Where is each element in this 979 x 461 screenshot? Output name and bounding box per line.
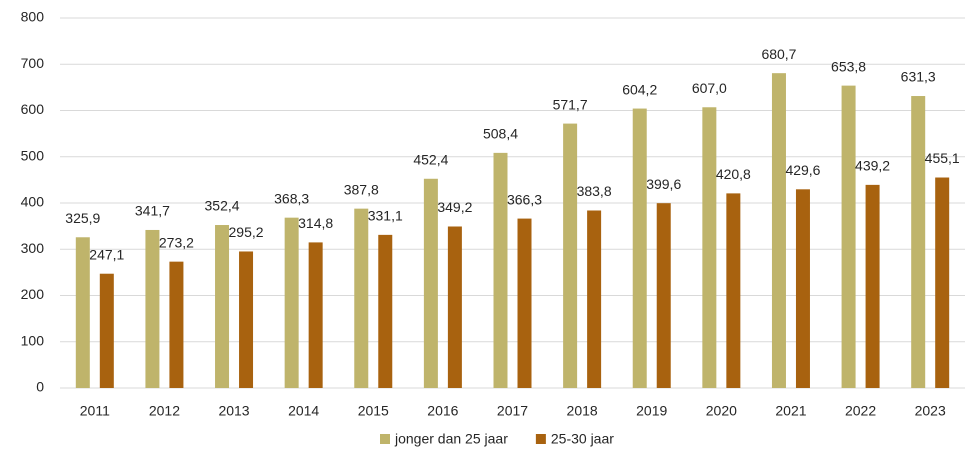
data-label: 420,8 <box>716 166 751 182</box>
bar <box>215 225 230 388</box>
bar <box>284 217 299 388</box>
y-tick-label: 400 <box>21 194 45 210</box>
data-label: 631,3 <box>901 69 936 85</box>
x-tick-label: 2023 <box>915 403 946 419</box>
bar <box>587 210 602 388</box>
y-tick-label: 500 <box>21 147 45 163</box>
x-tick-label: 2018 <box>567 403 598 419</box>
y-tick-label: 600 <box>21 101 45 117</box>
y-tick-label: 100 <box>21 332 45 348</box>
legend-label: jonger dan 25 jaar <box>394 431 508 447</box>
data-label: 429,6 <box>785 162 820 178</box>
data-label: 331,1 <box>368 208 403 224</box>
data-label: 680,7 <box>761 46 796 62</box>
bar <box>771 73 786 389</box>
y-tick-label: 200 <box>21 286 45 302</box>
x-tick-label: 2011 <box>80 403 110 419</box>
y-tick-label: 0 <box>36 379 44 395</box>
bar <box>656 203 671 388</box>
bar <box>726 193 741 388</box>
bar <box>308 242 323 388</box>
bar <box>99 273 114 388</box>
data-label: 366,3 <box>507 191 542 207</box>
legend-label: 25-30 jaar <box>551 431 614 447</box>
data-label: 455,1 <box>925 150 960 166</box>
data-label: 387,8 <box>344 181 379 197</box>
data-label: 604,2 <box>622 81 657 97</box>
data-label: 368,3 <box>274 190 309 206</box>
bar <box>493 152 508 388</box>
y-tick-label: 700 <box>21 55 45 71</box>
legend-swatch <box>380 434 390 444</box>
data-label: 508,4 <box>483 126 518 142</box>
bar <box>632 108 647 389</box>
bar <box>865 184 880 388</box>
data-label: 341,7 <box>135 203 170 219</box>
bar <box>517 218 532 388</box>
data-label: 273,2 <box>159 234 194 250</box>
bar <box>795 189 810 388</box>
x-tick-label: 2016 <box>427 403 458 419</box>
legend-swatch <box>535 434 546 444</box>
x-tick-label: 2021 <box>775 403 806 419</box>
bar <box>145 229 160 388</box>
x-tick-label: 2022 <box>845 403 876 419</box>
bar <box>911 96 926 389</box>
bar <box>841 85 856 389</box>
data-label: 352,4 <box>205 198 240 214</box>
data-label: 325,9 <box>65 210 100 226</box>
x-tick-label: 2014 <box>288 403 319 419</box>
data-label: 571,7 <box>553 96 588 112</box>
bar <box>423 178 438 388</box>
bar <box>935 177 950 388</box>
data-label: 607,0 <box>692 80 727 96</box>
bar <box>378 234 393 388</box>
data-label: 653,8 <box>831 58 866 74</box>
bar <box>563 123 578 389</box>
bar <box>75 237 90 388</box>
x-tick-label: 2013 <box>218 403 249 419</box>
y-tick-label: 300 <box>21 240 45 256</box>
data-label: 349,2 <box>437 199 472 215</box>
bar <box>702 107 717 388</box>
data-label: 399,6 <box>646 176 681 192</box>
x-tick-label: 2020 <box>706 403 737 419</box>
data-label: 295,2 <box>229 224 264 240</box>
bar <box>239 251 254 388</box>
x-tick-label: 2017 <box>497 403 528 419</box>
data-label: 383,8 <box>577 183 612 199</box>
data-label: 452,4 <box>413 151 448 167</box>
x-tick-label: 2019 <box>636 403 667 419</box>
bar <box>447 226 462 388</box>
data-label: 439,2 <box>855 158 890 174</box>
bar <box>169 261 184 388</box>
data-label: 247,1 <box>89 246 124 262</box>
data-label: 314,8 <box>298 215 333 231</box>
y-tick-label: 800 <box>21 9 45 25</box>
x-tick-label: 2012 <box>149 403 180 419</box>
x-tick-label: 2015 <box>358 403 389 419</box>
bar <box>354 208 369 388</box>
